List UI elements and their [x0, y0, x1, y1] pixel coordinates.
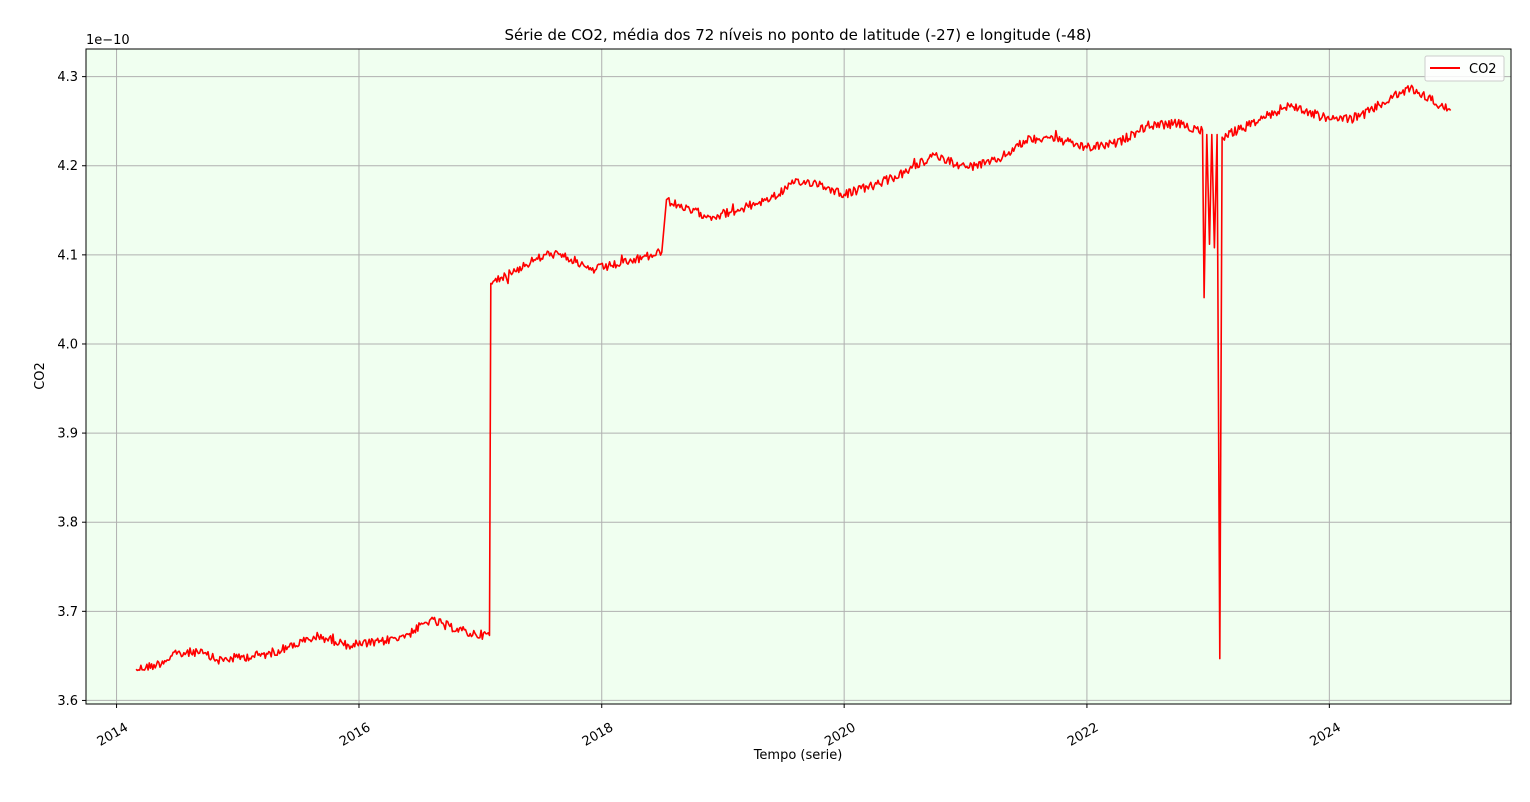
- legend-label: CO2: [1469, 62, 1497, 77]
- y-axis-ticks: 3.6 3.7 3.8 3.9 4.0 4.1 4.2 4.3: [57, 70, 86, 709]
- x-tick-label: 2014: [95, 720, 131, 750]
- y-tick-label: 4.0: [57, 337, 78, 352]
- series-lines: [135, 84, 1452, 672]
- x-tick-label: 2020: [822, 720, 858, 750]
- x-tick-label: 2022: [1065, 720, 1101, 750]
- y-tick-label: 4.2: [57, 159, 78, 174]
- y-tick-label: 3.6: [57, 694, 78, 709]
- y-tick-label: 3.8: [57, 516, 78, 531]
- series-line-co2: [135, 84, 1452, 672]
- x-tick-label: 2024: [1308, 720, 1344, 750]
- x-tick-label: 2016: [337, 720, 373, 750]
- y-tick-label: 4.3: [57, 70, 78, 85]
- plot-area: [86, 49, 1511, 704]
- legend: CO2: [1424, 55, 1505, 82]
- plot-frame: [85, 48, 1512, 705]
- y-axis-label: CO2: [33, 362, 48, 390]
- legend-box: [1424, 55, 1505, 82]
- x-axis-ticks: 2014 2016 2018 2020 2022 2024: [95, 704, 1344, 750]
- y-scale-label: 1e−10: [86, 33, 130, 48]
- y-tick-label: 3.9: [57, 427, 78, 442]
- x-tick-label: 2018: [580, 720, 616, 750]
- y-tick-label: 3.7: [57, 605, 78, 620]
- grid-lines: [86, 49, 1511, 704]
- y-tick-label: 4.1: [57, 248, 78, 263]
- chart-title: Série de CO2, média dos 72 níveis no pon…: [504, 26, 1091, 44]
- x-axis-label: Tempo (serie): [753, 748, 843, 763]
